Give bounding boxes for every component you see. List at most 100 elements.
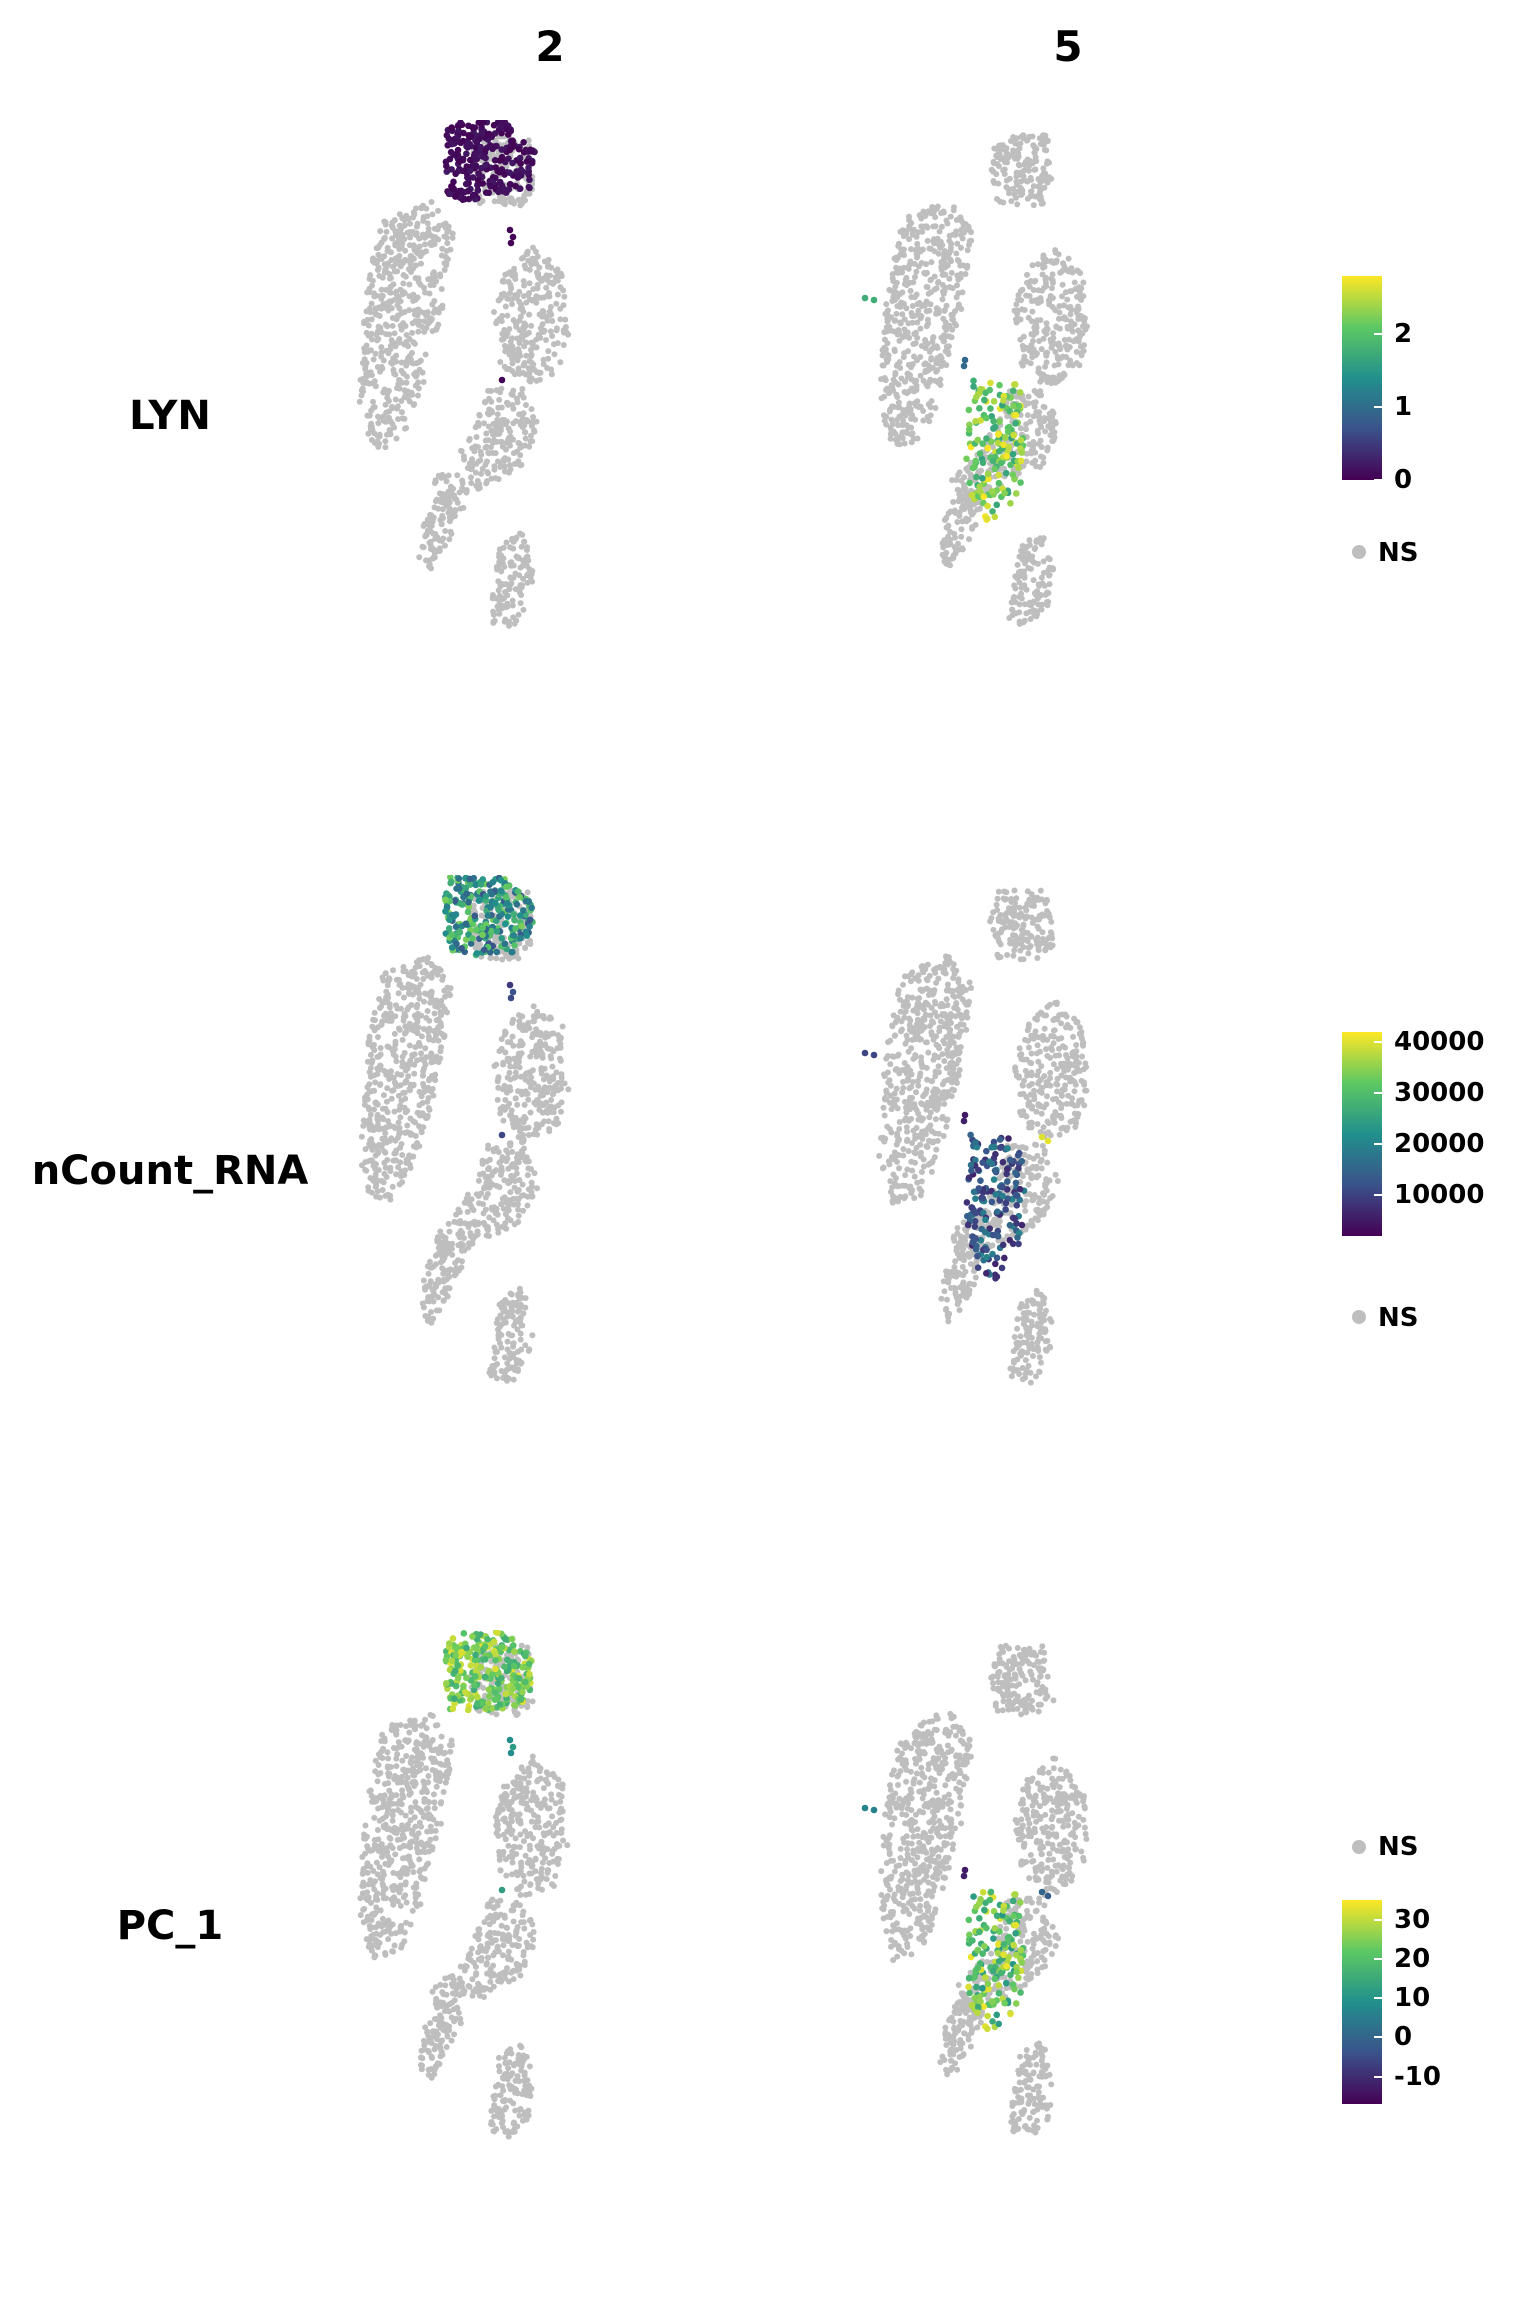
na-point <box>940 338 947 345</box>
na-point <box>401 258 408 265</box>
na-point <box>402 1095 409 1102</box>
na-point <box>479 465 486 472</box>
value-point <box>1011 381 1019 388</box>
na-point <box>374 266 381 273</box>
na-point <box>508 195 515 202</box>
na-point <box>481 420 488 427</box>
value-point <box>523 158 531 165</box>
value-point <box>968 491 976 499</box>
na-point <box>1008 599 1015 606</box>
na-point <box>920 417 927 424</box>
na-point <box>515 611 522 618</box>
na-point <box>422 241 429 248</box>
na-point <box>1072 285 1079 292</box>
na-point <box>385 414 392 421</box>
value-point <box>513 168 520 175</box>
na-point <box>399 1036 406 1043</box>
value-point <box>981 396 988 404</box>
na-point <box>398 398 405 405</box>
na-point <box>486 1214 493 1221</box>
na-point <box>932 223 939 230</box>
value-point <box>1000 441 1007 449</box>
na-point <box>395 416 402 423</box>
na-point <box>515 1212 522 1219</box>
na-point <box>446 505 453 512</box>
na-point <box>539 321 546 328</box>
na-point <box>500 1061 507 1068</box>
na-point <box>441 987 448 994</box>
na-point <box>1031 387 1038 394</box>
na-point <box>479 1201 486 1208</box>
na-point <box>440 1240 447 1247</box>
na-point <box>391 1079 398 1086</box>
na-point <box>1011 582 1018 589</box>
value-point <box>474 182 481 189</box>
na-point <box>552 274 559 281</box>
na-point <box>900 246 907 253</box>
na-point <box>470 460 477 467</box>
value-point <box>507 181 514 188</box>
na-point <box>940 359 947 366</box>
na-point <box>1035 430 1042 437</box>
na-point <box>430 1292 437 1299</box>
value-point <box>448 166 455 173</box>
na-point <box>415 275 422 282</box>
na-point <box>525 1186 532 1193</box>
na-point <box>388 305 395 312</box>
na-point <box>1034 611 1041 618</box>
na-point <box>557 1108 564 1115</box>
na-point <box>952 534 959 541</box>
na-point <box>929 204 936 211</box>
na-point <box>369 277 376 284</box>
na-point <box>1018 584 1025 591</box>
na-point <box>452 1268 459 1275</box>
value-point <box>527 147 535 155</box>
na-point <box>427 275 434 282</box>
na-point <box>430 1286 437 1293</box>
na-point <box>494 411 501 418</box>
na-point <box>374 1122 381 1129</box>
na-point <box>1045 374 1052 381</box>
na-point <box>387 427 394 434</box>
na-point <box>411 211 418 218</box>
na-point <box>538 1052 545 1059</box>
na-point <box>418 1050 425 1057</box>
na-point <box>945 333 952 340</box>
value-point <box>995 471 1002 479</box>
na-point <box>404 1129 411 1136</box>
na-point <box>437 1009 444 1016</box>
na-point <box>384 261 391 268</box>
value-point <box>503 883 510 891</box>
value-point <box>460 189 468 196</box>
na-point <box>547 328 554 335</box>
na-point <box>510 614 517 621</box>
na-point <box>1044 179 1051 186</box>
value-point <box>488 890 496 898</box>
na-point <box>375 1148 382 1155</box>
value-point <box>1017 436 1025 444</box>
na-point <box>918 1054 925 1061</box>
na-point <box>510 1201 517 1208</box>
value-point <box>525 164 532 172</box>
na-point <box>497 464 504 471</box>
na-point <box>531 366 538 373</box>
na-point <box>523 250 530 257</box>
na-point <box>943 996 950 1003</box>
na-point <box>366 289 373 296</box>
na-point <box>917 1141 924 1148</box>
na-point <box>968 229 975 236</box>
na-point <box>938 266 945 273</box>
value-point <box>988 488 996 495</box>
na-point <box>406 1161 413 1168</box>
na-point <box>426 561 433 568</box>
na-point <box>427 511 434 518</box>
na-point <box>491 1168 498 1175</box>
value-point <box>523 932 531 939</box>
na-point <box>534 285 541 292</box>
na-point <box>911 260 918 267</box>
na-point <box>432 1252 439 1259</box>
na-point <box>485 387 492 394</box>
na-point <box>927 412 934 419</box>
na-point <box>491 1344 498 1351</box>
umap-panel-lyn-5 <box>861 132 1090 627</box>
